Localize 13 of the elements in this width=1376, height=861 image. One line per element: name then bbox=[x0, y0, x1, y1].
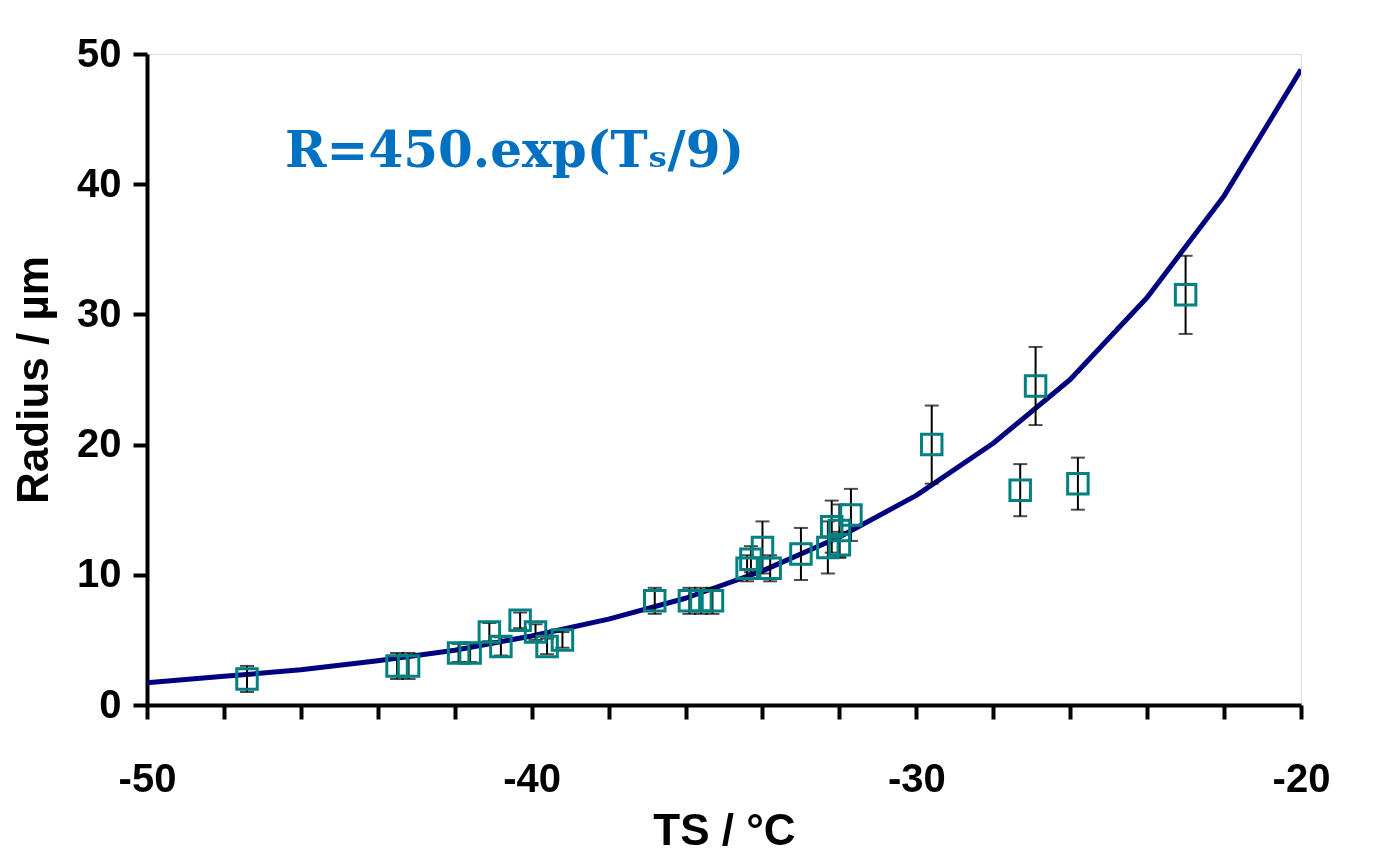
y-tick-label: 50 bbox=[77, 30, 122, 75]
y-tick-label: 0 bbox=[99, 681, 122, 726]
x-tick-label: -40 bbox=[503, 755, 562, 800]
y-axis-title: Radius / µm bbox=[8, 256, 58, 504]
x-tick-label: -50 bbox=[118, 755, 177, 800]
y-tick-label: 20 bbox=[77, 421, 122, 466]
y-tick-label: 10 bbox=[77, 551, 122, 596]
x-axis-title: TS / °C bbox=[653, 804, 796, 854]
x-tick-label: -20 bbox=[1272, 755, 1331, 800]
x-tick-label: -30 bbox=[887, 755, 946, 800]
y-tick-label: 30 bbox=[77, 290, 122, 335]
annotation: R=450.exp(Tₛ/9) bbox=[285, 120, 745, 179]
y-tick-label: 40 bbox=[77, 160, 122, 205]
